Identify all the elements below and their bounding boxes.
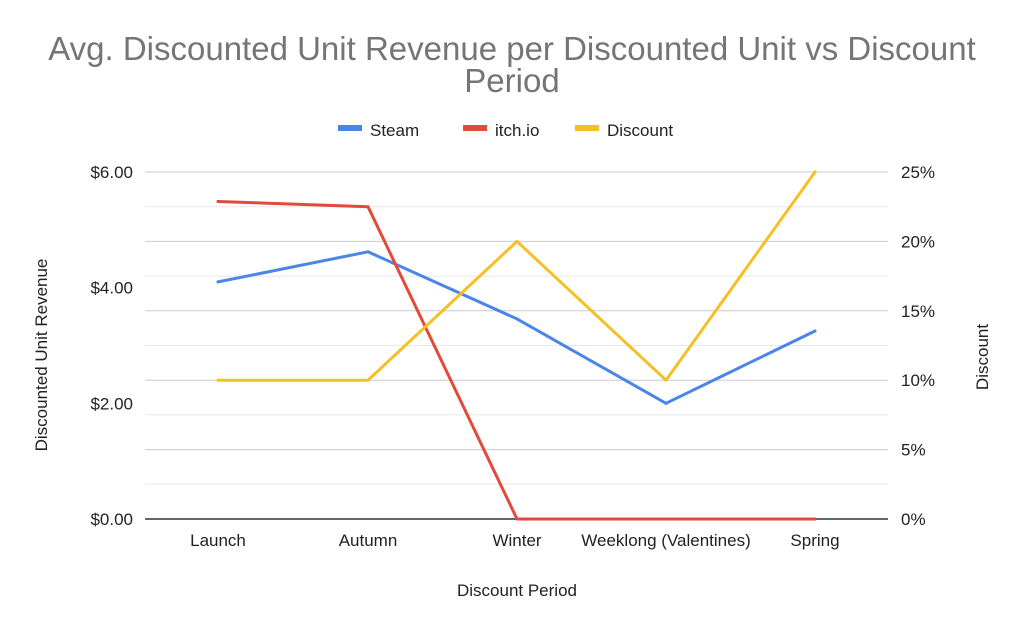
chart-title-line-2: Period: [464, 62, 559, 99]
legend: Steam itch.io Discount: [338, 121, 673, 140]
left-tick-label-1: $2.00: [90, 394, 133, 413]
chart-title-group: Avg. Discounted Unit Revenue per Discoun…: [48, 30, 976, 99]
data-point-2-0: [216, 378, 220, 382]
right-tick-label-4: 20%: [901, 232, 935, 251]
right-tick-label-1: 5%: [901, 441, 926, 460]
right-tick-label-5: 25%: [901, 163, 935, 182]
x-tick-label-2: Winter: [492, 531, 541, 550]
left-tick-label-0: $0.00: [90, 510, 133, 529]
data-point-1-1: [366, 205, 370, 209]
x-tick-label-3: Weeklong (Valentines): [581, 531, 750, 550]
y-axis-label: Discounted Unit Revenue: [32, 259, 51, 452]
data-point-1-3: [664, 517, 668, 521]
x-axis-ticks: Launch Autumn Winter Weeklong (Valentines) S…: [190, 531, 839, 550]
right-tick-label-0: 0%: [901, 510, 926, 529]
data-point-2-3: [664, 378, 668, 382]
right-tick-label-2: 10%: [901, 371, 935, 390]
x-axis-label: Discount Period: [457, 581, 577, 600]
data-point-2-1: [366, 378, 370, 382]
data-point-1-2: [515, 517, 519, 521]
gridlines: [145, 171, 888, 520]
right-axis-ticks: 0% 5% 10% 15% 20% 25%: [901, 163, 935, 529]
legend-label-0: Steam: [370, 121, 419, 140]
legend-label-2: Discount: [607, 121, 673, 140]
x-tick-label-1: Autumn: [339, 531, 398, 550]
x-tick-label-4: Spring: [790, 531, 839, 550]
data-point-0-3: [664, 401, 668, 405]
data-point-0-1: [366, 250, 370, 254]
series-lines: [216, 170, 817, 521]
left-tick-label-2: $4.00: [90, 279, 133, 298]
legend-swatch-2: [575, 125, 599, 131]
chart-title-line-1: Avg. Discounted Unit Revenue per Discoun…: [48, 30, 976, 67]
legend-label-1: itch.io: [495, 121, 539, 140]
y2-axis-label: Discount: [973, 324, 992, 390]
left-tick-label-3: $6.00: [90, 163, 133, 182]
data-point-2-4: [813, 170, 817, 174]
data-point-0-4: [813, 329, 817, 333]
data-point-1-0: [216, 199, 220, 203]
right-tick-label-3: 15%: [901, 302, 935, 321]
left-axis-ticks: $0.00 $2.00 $4.00 $6.00: [90, 163, 133, 529]
legend-swatch-0: [338, 125, 362, 131]
series-line-itch-io: [216, 200, 817, 521]
data-point-0-0: [216, 280, 220, 284]
legend-swatch-1: [463, 125, 487, 131]
data-point-0-2: [515, 317, 519, 321]
x-tick-label-0: Launch: [190, 531, 246, 550]
data-point-2-2: [515, 239, 519, 243]
data-point-1-4: [813, 517, 817, 521]
